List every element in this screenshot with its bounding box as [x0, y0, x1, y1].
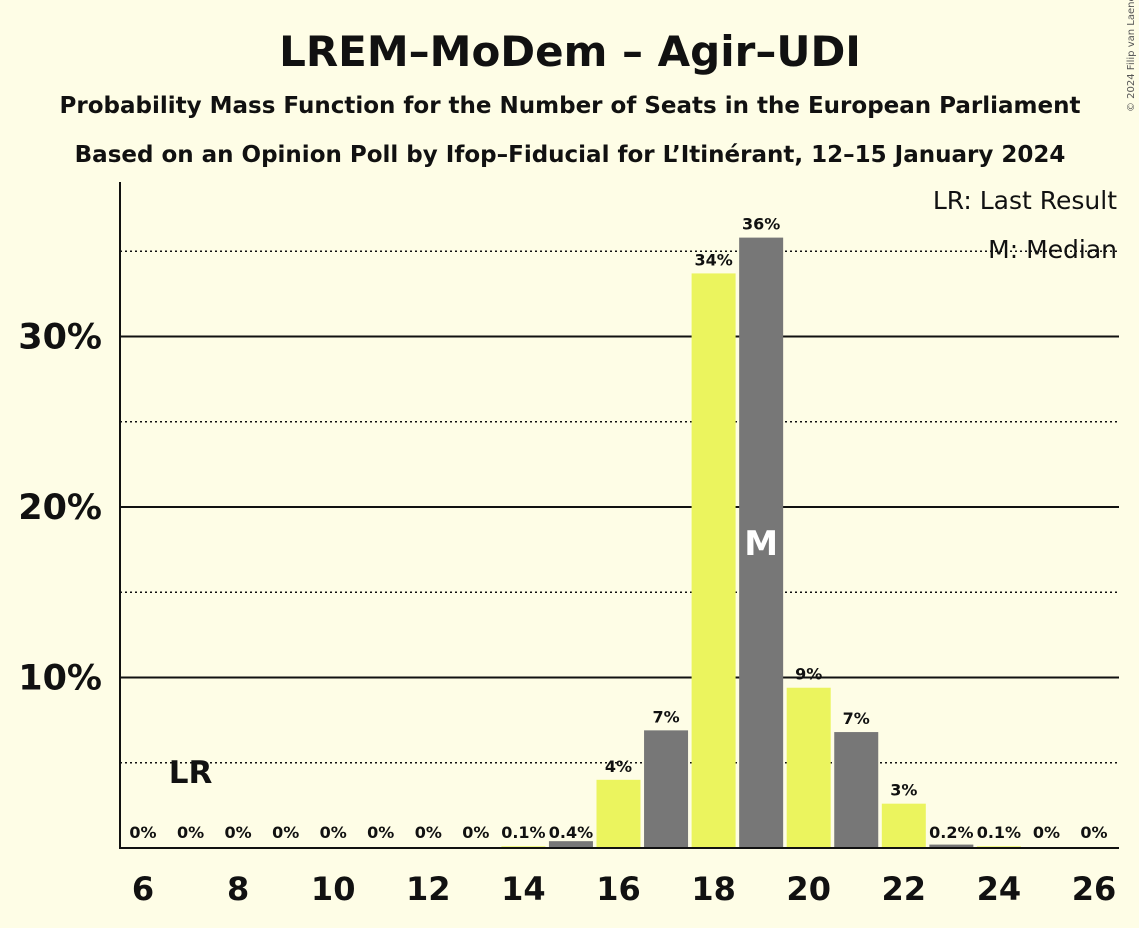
x-tick-20: 20: [786, 870, 831, 908]
legend-last-result: LR: Last Result: [933, 186, 1117, 215]
last-result-marker: LR: [169, 755, 213, 791]
chart-subtitle-poll: Based on an Opinion Poll by Ifop–Fiducia…: [75, 142, 1066, 168]
value-label-7: 0%: [177, 823, 204, 842]
bar-18: [691, 273, 736, 848]
value-label-13: 0%: [462, 823, 489, 842]
value-label-15: 0.4%: [549, 823, 593, 842]
markers: LR M: [169, 524, 778, 791]
bars: [501, 237, 1021, 849]
bar-23: [929, 844, 974, 848]
bar-22: [881, 803, 926, 848]
chart-subtitle: Probability Mass Function for the Number…: [60, 93, 1081, 119]
value-label-24: 0.1%: [977, 823, 1021, 842]
chart-title: LREM–MoDem – Agir–UDI: [279, 27, 861, 76]
value-label-23: 0.2%: [929, 823, 973, 842]
value-label-10: 0%: [320, 823, 347, 842]
value-label-19: 36%: [742, 215, 780, 234]
bar-16: [596, 779, 641, 848]
value-label-21: 7%: [843, 709, 870, 728]
x-tick-6: 6: [132, 870, 154, 908]
value-label-12: 0%: [415, 823, 442, 842]
x-tick-24: 24: [977, 870, 1022, 908]
bar-20: [786, 687, 831, 848]
value-label-11: 0%: [367, 823, 394, 842]
gridlines: [120, 250, 1119, 764]
x-tick-10: 10: [311, 870, 356, 908]
value-label-25: 0%: [1033, 823, 1060, 842]
bar-19: [739, 237, 784, 849]
x-tick-14: 14: [501, 870, 546, 908]
value-label-6: 0%: [129, 823, 156, 842]
y-tick-10: 10%: [18, 659, 102, 699]
value-labels: 0% 0% 0% 0% 0% 0% 0% 0% 0.1% 0.4%4%7%34%36%9%7%3%…: [129, 215, 1107, 842]
value-label-8: 0%: [225, 823, 252, 842]
value-label-9: 0%: [272, 823, 299, 842]
value-label-14: 0.1%: [501, 823, 545, 842]
legend-median: M: Median: [988, 235, 1117, 264]
value-label-26: 0%: [1080, 823, 1107, 842]
value-label-18: 34%: [694, 250, 732, 269]
value-label-22: 3%: [890, 781, 917, 800]
value-label-16: 4%: [605, 757, 632, 776]
bar-21: [834, 732, 879, 848]
axes: [119, 182, 1119, 849]
x-tick-22: 22: [882, 870, 927, 908]
x-tick-16: 16: [596, 870, 641, 908]
x-tick-12: 12: [406, 870, 451, 908]
value-label-20: 9%: [795, 665, 822, 684]
y-tick-30: 30%: [18, 318, 102, 358]
value-label-17: 7%: [652, 707, 679, 726]
copyright-text: © 2024 Filip van Laenen: [1126, 0, 1137, 112]
x-tick-18: 18: [691, 870, 736, 908]
tick-labels: 6 8 10 12 14 16 18 20 22 24 26 10% 20% 30%: [18, 318, 1116, 909]
bar-15: [548, 841, 593, 848]
x-tick-26: 26: [1072, 870, 1117, 908]
bar-17: [644, 730, 689, 848]
y-tick-20: 20%: [18, 488, 102, 528]
x-tick-8: 8: [227, 870, 249, 908]
median-marker: M: [744, 524, 778, 564]
